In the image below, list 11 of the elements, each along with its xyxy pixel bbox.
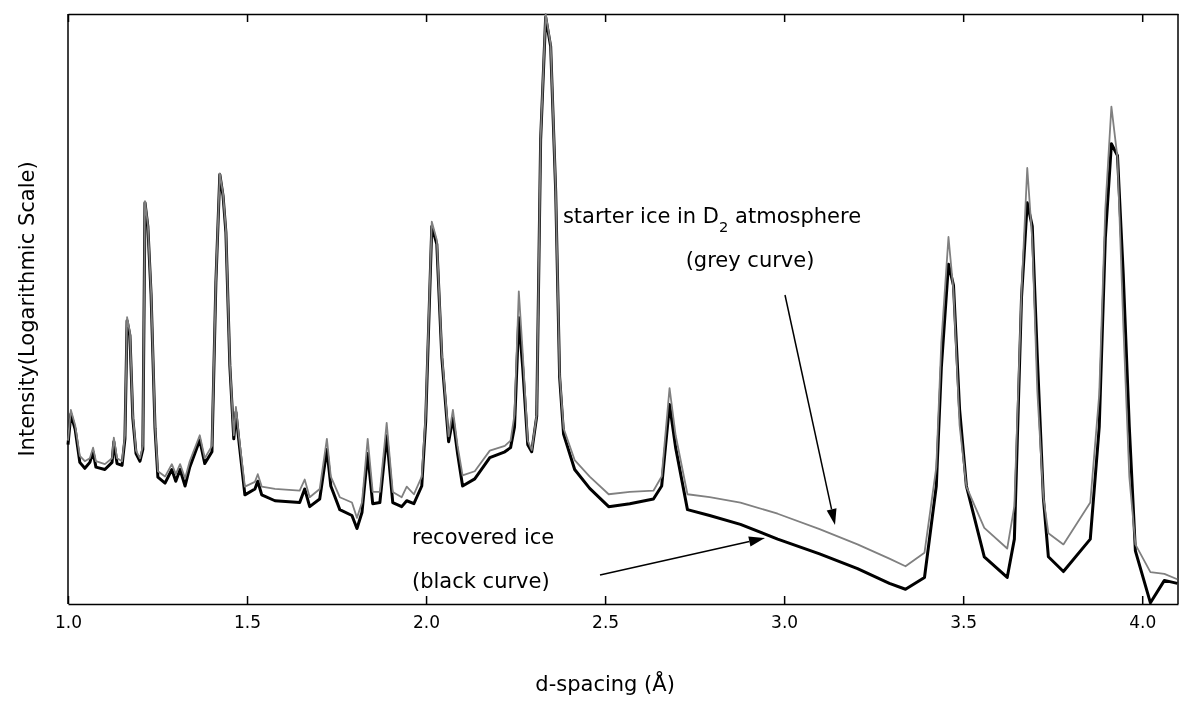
x-tick-label: 1.0 bbox=[54, 612, 83, 633]
x-tick-label: 1.5 bbox=[234, 612, 262, 633]
x-tick-label: 3.0 bbox=[771, 612, 799, 633]
x-tick-label: 4.0 bbox=[1129, 612, 1157, 633]
x-tick-label: 3.5 bbox=[950, 612, 978, 633]
x-tick-label: 2.0 bbox=[413, 612, 441, 633]
annotation: starter ice in D$_{2}$ atmosphere (grey curve) bbox=[562, 204, 862, 272]
annotation: recovered ice (black curve) bbox=[412, 525, 555, 593]
y-axis-title: Intensity(Logarithmic Scale) bbox=[15, 161, 39, 457]
x-axis-title: d-spacing (Å) bbox=[535, 670, 675, 696]
x-tick-label: 2.5 bbox=[592, 612, 620, 633]
